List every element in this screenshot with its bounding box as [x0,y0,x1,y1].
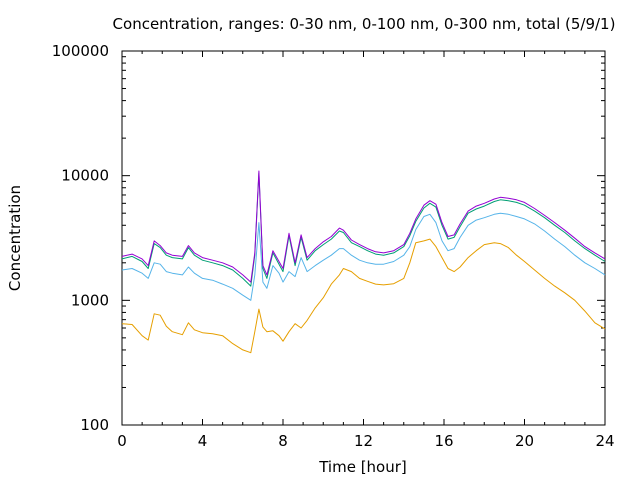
x-axis: 0 4 8 12 16 20 24 [117,51,615,450]
plot-area [121,50,606,426]
y-tick-label: 100 [80,416,109,434]
x-axis-label: Time [hour] [318,458,407,476]
y-tick-label: 1000 [71,291,109,309]
y-axis: 100 1000 10000 100000 [52,42,605,434]
x-tick-label: 24 [595,432,614,450]
series-line-series_0_100 [121,212,606,301]
x-tick-label: 12 [354,432,373,450]
y-tick-label: 10000 [61,167,109,185]
series-layer [121,170,606,354]
x-tick-label: 0 [117,432,127,450]
x-tick-label: 16 [434,432,453,450]
series-line-series_0_300 [121,172,606,287]
y-axis-label: Concentration [6,185,24,291]
y-tick-label: 100000 [52,42,109,60]
x-tick-label: 20 [515,432,534,450]
series-line-series_total [121,170,606,283]
x-tick-label: 8 [278,432,288,450]
chart-title: Concentration, ranges: 0-30 nm, 0-100 nm… [113,15,616,33]
x-tick-label: 4 [198,432,208,450]
series-line-series_0_30 [121,238,606,354]
